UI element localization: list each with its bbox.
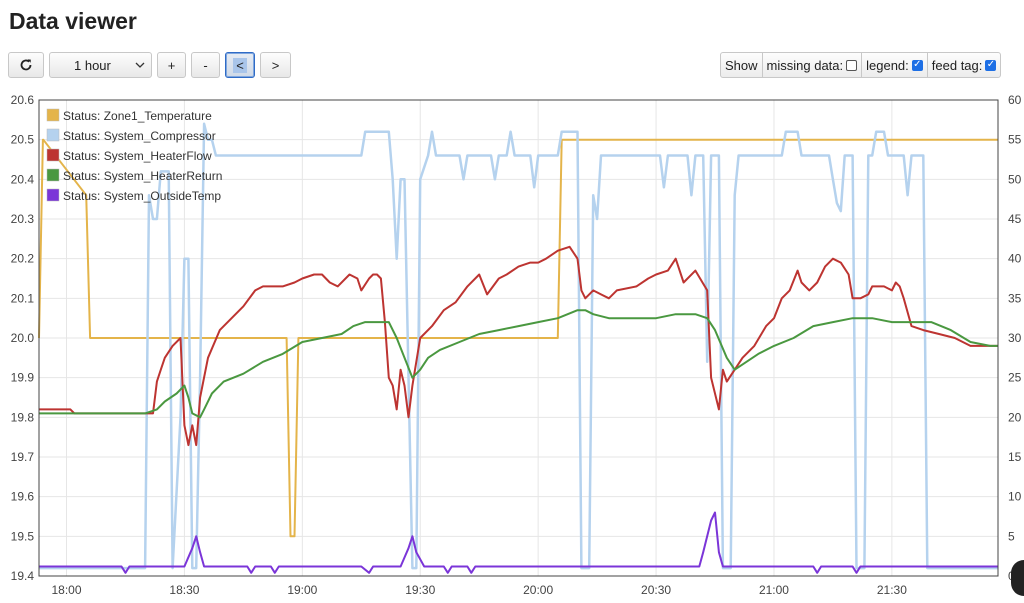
y-right-tick-label: 35 xyxy=(1008,291,1022,305)
zoom-in-button[interactable]: + xyxy=(157,52,186,78)
y-left-tick-label: 20.4 xyxy=(11,172,35,186)
y-left-tick-label: 20.1 xyxy=(11,291,35,305)
y-left-tick-label: 19.9 xyxy=(11,371,35,385)
missing-data-label: missing data: xyxy=(766,57,844,73)
legend-entry: Status: System_Compressor xyxy=(63,129,216,143)
feed-tag-checkbox[interactable]: ✓ xyxy=(985,59,997,71)
y-right-tick-label: 25 xyxy=(1008,371,1022,385)
y-left-tick-label: 19.6 xyxy=(11,490,35,504)
y-right-tick-label: 40 xyxy=(1008,252,1022,266)
missing-data-checkbox[interactable] xyxy=(846,59,858,71)
y-right-tick-label: 5 xyxy=(1008,529,1015,543)
show-label: Show xyxy=(725,57,758,73)
zoom-out-button[interactable]: - xyxy=(191,52,220,78)
y-left-tick-label: 20.5 xyxy=(11,133,35,147)
legend-swatch xyxy=(46,168,60,182)
time-range-value: 1 hour xyxy=(74,57,111,73)
series-line-zone1-temperature xyxy=(38,138,998,538)
x-tick-label: 20:00 xyxy=(523,583,553,597)
legend-swatch xyxy=(46,148,60,162)
x-tick-label: 20:30 xyxy=(641,583,671,597)
y-left-tick-label: 20.6 xyxy=(11,93,35,107)
x-tick-label: 19:30 xyxy=(405,583,435,597)
feed-tag-option[interactable]: feed tag: ✓ xyxy=(926,53,1001,77)
legend-entry: Status: System_OutsideTemp xyxy=(63,189,221,203)
y-left-tick-label: 19.4 xyxy=(11,569,35,583)
y-left-tick-label: 20.3 xyxy=(11,212,35,226)
legend-swatch xyxy=(46,108,60,122)
series-line-system-outsidetemp xyxy=(39,511,998,574)
legend-swatch xyxy=(46,128,60,142)
pan-right-button[interactable]: > xyxy=(260,52,291,78)
pan-left-button[interactable]: < xyxy=(225,52,255,78)
y-left-tick-label: 19.8 xyxy=(11,410,35,424)
legend-entry: Status: System_HeaterReturn xyxy=(63,169,222,183)
page-title: Data viewer xyxy=(9,8,137,34)
scroll-handle[interactable] xyxy=(1011,560,1024,596)
legend-label: legend: xyxy=(866,57,909,73)
x-tick-label: 19:00 xyxy=(287,583,317,597)
toolbar: 1 hour + - < > xyxy=(8,52,296,78)
display-options: Show missing data: legend: ✓ feed tag: ✓ xyxy=(720,52,1002,78)
legend-option[interactable]: legend: ✓ xyxy=(861,53,927,77)
x-tick-label: 21:30 xyxy=(877,583,907,597)
y-right-tick-label: 15 xyxy=(1008,450,1022,464)
y-left-tick-label: 20.2 xyxy=(11,252,35,266)
series-line-system-heaterreturn xyxy=(39,309,998,419)
pan-left-label: < xyxy=(233,57,247,73)
series-line-system-heaterflow xyxy=(39,245,998,447)
plot-frame xyxy=(38,99,999,577)
missing-data-option[interactable]: missing data: xyxy=(761,53,862,77)
refresh-button[interactable] xyxy=(8,52,44,78)
legend-entry: Status: Zone1_Temperature xyxy=(63,109,212,123)
y-left-tick-label: 20.0 xyxy=(11,331,35,345)
y-right-tick-label: 55 xyxy=(1008,133,1022,147)
y-left-tick-label: 19.7 xyxy=(11,450,35,464)
y-left-tick-label: 19.5 xyxy=(11,529,35,543)
time-range-select[interactable]: 1 hour xyxy=(49,52,152,78)
y-right-tick-label: 60 xyxy=(1008,93,1022,107)
refresh-icon xyxy=(20,59,32,71)
y-right-tick-label: 45 xyxy=(1008,212,1022,226)
legend-checkbox[interactable]: ✓ xyxy=(911,59,923,71)
x-tick-label: 21:00 xyxy=(759,583,789,597)
series-line-system-compressor xyxy=(39,122,998,570)
feed-tag-label: feed tag: xyxy=(931,57,983,73)
y-right-tick-label: 10 xyxy=(1008,490,1022,504)
legend-swatch xyxy=(46,188,60,202)
x-tick-label: 18:00 xyxy=(51,583,81,597)
legend-entry: Status: System_HeaterFlow xyxy=(63,149,212,163)
y-right-tick-label: 20 xyxy=(1008,410,1022,424)
y-right-tick-label: 30 xyxy=(1008,331,1022,345)
chevron-down-icon xyxy=(135,62,145,68)
x-tick-label: 18:30 xyxy=(169,583,199,597)
y-right-tick-label: 50 xyxy=(1008,172,1022,186)
